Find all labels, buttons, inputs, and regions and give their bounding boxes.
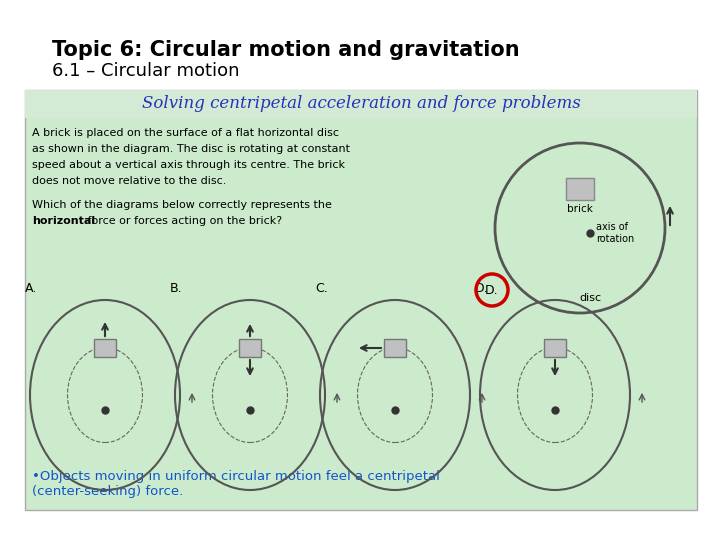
Bar — [566, 178, 594, 200]
Text: force or forces acting on the brick?: force or forces acting on the brick? — [84, 216, 282, 226]
Text: does not move relative to the disc.: does not move relative to the disc. — [32, 176, 226, 186]
Text: C.: C. — [315, 282, 328, 295]
Text: D.: D. — [485, 284, 499, 296]
Text: speed about a vertical axis through its centre. The brick: speed about a vertical axis through its … — [32, 160, 345, 170]
Bar — [384, 339, 406, 357]
Text: Which of the diagrams below correctly represents the: Which of the diagrams below correctly re… — [32, 200, 332, 210]
Text: 6.1 – Circular motion: 6.1 – Circular motion — [52, 62, 240, 80]
Text: B.: B. — [170, 282, 183, 295]
FancyBboxPatch shape — [25, 90, 697, 510]
Text: as shown in the diagram. The disc is rotating at constant: as shown in the diagram. The disc is rot… — [32, 144, 350, 154]
Bar — [94, 339, 116, 357]
Text: axis of
rotation: axis of rotation — [596, 222, 634, 244]
Text: Topic 6: Circular motion and gravitation: Topic 6: Circular motion and gravitation — [52, 40, 520, 60]
Text: A brick is placed on the surface of a flat horizontal disc: A brick is placed on the surface of a fl… — [32, 128, 339, 138]
Text: brick: brick — [567, 204, 593, 214]
Bar — [544, 339, 566, 357]
Text: Solving centripetal acceleration and force problems: Solving centripetal acceleration and for… — [142, 96, 580, 112]
Text: A.: A. — [25, 282, 37, 295]
Bar — [239, 339, 261, 357]
Text: •Objects moving in uniform circular motion feel a centripetal
(center-seeking) f: •Objects moving in uniform circular moti… — [32, 470, 440, 498]
FancyBboxPatch shape — [25, 90, 697, 118]
Text: D.: D. — [475, 282, 489, 295]
Text: horizontal: horizontal — [32, 216, 95, 226]
Text: disc: disc — [579, 293, 601, 303]
